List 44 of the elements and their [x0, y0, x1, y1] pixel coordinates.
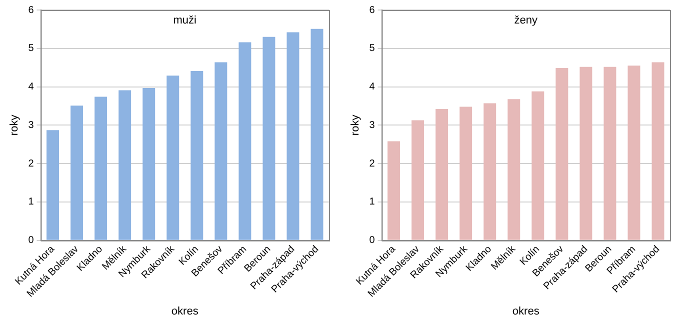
bar — [484, 103, 496, 240]
bar — [436, 109, 448, 240]
y-tick-label: 2 — [28, 158, 34, 170]
bar — [310, 28, 324, 240]
bar — [166, 76, 180, 240]
y-tick-label: 5 — [28, 43, 34, 54]
y-tick-label: 1 — [369, 196, 376, 208]
bar — [262, 36, 276, 240]
x-axis-title: okres — [171, 305, 199, 318]
bar — [94, 96, 108, 240]
bar — [142, 88, 156, 240]
bar — [628, 66, 640, 240]
bar — [580, 66, 592, 240]
y-axis-title: roky — [8, 114, 21, 136]
bar — [460, 106, 472, 240]
y-tick-label: 5 — [369, 43, 376, 54]
x-axis-title: okres — [512, 305, 540, 318]
y-tick-label: 4 — [369, 82, 376, 93]
bar — [286, 32, 300, 240]
chart-title: ženy — [514, 14, 538, 27]
bar — [652, 62, 664, 240]
bar — [46, 130, 60, 240]
bar — [388, 141, 400, 240]
bar — [412, 120, 424, 240]
bar — [118, 90, 132, 240]
bar — [190, 71, 204, 240]
bar — [214, 62, 228, 240]
y-tick-label: 6 — [28, 4, 34, 16]
bar — [556, 68, 568, 240]
bar — [70, 106, 84, 240]
bar — [604, 66, 616, 240]
y-tick-label: 6 — [369, 4, 376, 16]
bar — [508, 99, 520, 240]
y-tick-label: 4 — [28, 82, 34, 93]
chart-title: muži — [173, 14, 196, 27]
y-axis-title: roky — [350, 114, 362, 136]
y-tick-label: 0 — [369, 235, 376, 246]
bar — [532, 91, 544, 240]
y-tick-label: 3 — [369, 120, 376, 131]
y-tick-label: 2 — [369, 158, 376, 170]
y-tick-label: 1 — [28, 196, 34, 208]
y-tick-label: 3 — [28, 120, 34, 131]
y-tick-label: 0 — [28, 235, 34, 246]
bar — [238, 42, 252, 240]
